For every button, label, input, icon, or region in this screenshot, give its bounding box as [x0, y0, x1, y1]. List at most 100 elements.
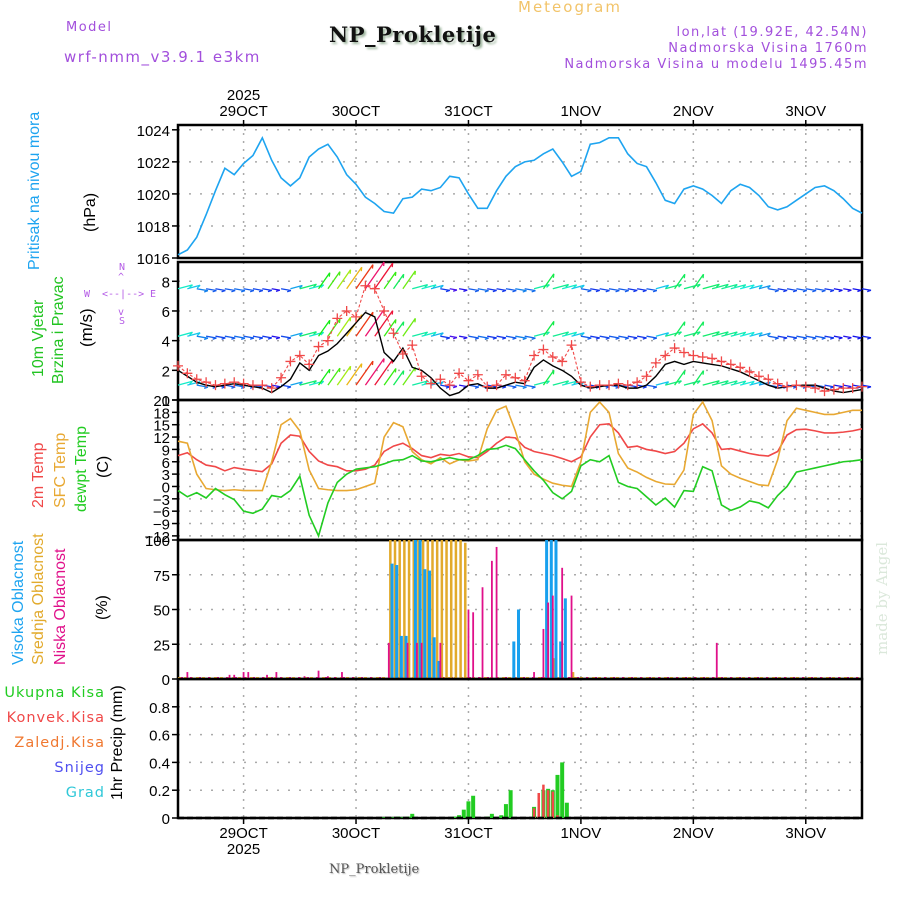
gust-marker: [519, 375, 530, 386]
wind-arrow-head: [320, 331, 325, 336]
series-line-sfc-temp: [177, 400, 862, 492]
wind-arrow-head: [565, 380, 570, 385]
wind-arrow-head: [484, 337, 489, 340]
wind-arrow-head: [267, 337, 272, 340]
wind-arrow: [777, 335, 788, 339]
wind-arrow-head: [724, 331, 729, 336]
y-tick-label: 1022: [137, 155, 170, 172]
gust-marker: [510, 372, 521, 383]
wind-arrow: [571, 332, 585, 337]
x-tick-top-3nov: 3NOV: [785, 103, 826, 120]
y-tick-label: 8: [162, 274, 170, 291]
gust-marker: [360, 280, 371, 291]
series-line-2m-temp: [177, 422, 863, 473]
gust-marker: [613, 378, 624, 389]
wind-arrow-head: [829, 337, 835, 340]
wind-arrow: [655, 284, 669, 290]
y-tick-label: 21: [153, 393, 170, 410]
cloud-bar-visoka-oblacnost: [512, 641, 516, 679]
wind-arrow: [533, 283, 550, 290]
wind-arrow: [674, 321, 686, 337]
wind-arrow-head: [320, 380, 325, 385]
gust-marker: [397, 349, 408, 359]
cloud-bar-niska-oblacnost: [547, 602, 550, 679]
cloud-bar-niska-oblacnost: [715, 642, 718, 679]
wind-arrow-head: [665, 284, 670, 289]
cloud-bar-niska-oblacnost: [495, 546, 498, 679]
gust-marker: [182, 368, 193, 379]
wind-arrow-head: [812, 289, 817, 293]
wind-arrow: [336, 365, 352, 386]
wind-arrow: [458, 335, 468, 339]
wind-arrow-head: [812, 337, 817, 340]
gust-marker: [716, 356, 727, 367]
wind-arrow: [468, 288, 479, 292]
wind-arrow: [355, 264, 374, 290]
wind-arrow: [271, 288, 280, 291]
y-tick-label: 0: [162, 393, 170, 410]
gust-marker: [500, 369, 511, 380]
wind-arrow: [187, 284, 201, 290]
wind-arrow-head: [492, 289, 497, 293]
precip-bar-konvek-kisa: [532, 808, 536, 818]
wind-arrow: [683, 380, 701, 386]
wind-arrow: [815, 288, 826, 292]
wind-arrow: [665, 331, 682, 337]
wind-arrow: [412, 283, 428, 290]
gust-marker: [219, 378, 230, 389]
gust-marker: [416, 371, 427, 382]
wind-arrow-head: [867, 289, 872, 293]
wind-arrow-head: [716, 331, 720, 335]
compass-n: N: [119, 262, 126, 273]
wind-arrow: [702, 283, 720, 290]
wind-arrow: [542, 369, 555, 386]
cloud-bar-srednja-oblacnost: [454, 540, 458, 679]
precip-bar-ukupna-kisa: [564, 802, 569, 818]
cloud-bar-visoka-oblacnost: [427, 570, 431, 679]
gust-marker: [322, 335, 333, 346]
wind-arrow-head: [189, 284, 193, 289]
wind-arrow: [646, 288, 657, 292]
meteogram-label: Meteogram: [518, 0, 622, 16]
x-tick-top-30oct: 30OCT: [332, 103, 380, 120]
gust-marker: [257, 380, 268, 391]
wind-arrow-head: [821, 337, 826, 340]
y-tick-label: 3: [162, 467, 170, 484]
wind-arrow: [702, 331, 720, 337]
gust-marker: [604, 380, 615, 391]
gust-marker: [547, 351, 558, 362]
wind-arrow: [711, 331, 729, 337]
wind-arrow: [215, 288, 226, 292]
wind-arrow-head: [665, 381, 670, 385]
cloud-bar-visoka-oblacnost: [545, 540, 549, 679]
y-tick-label: −12: [145, 529, 170, 546]
wind-arrow: [692, 370, 705, 386]
wind-arrow-head: [474, 337, 480, 340]
x-axis-bottom-year: 2025: [227, 841, 260, 858]
cloud-bar-niska-oblacnost: [533, 672, 535, 679]
wind-arrow-head: [439, 284, 444, 289]
model-label: Model: [66, 20, 113, 35]
wind-arrow-head: [580, 284, 585, 289]
wind-arrow-head: [203, 290, 209, 293]
precip-bar-ukupna-kisa: [461, 809, 466, 818]
wind-arrow: [262, 335, 272, 339]
gust-marker: [585, 381, 596, 392]
cloud-bar-visoka-oblacnost: [549, 540, 553, 679]
wind-arrow: [637, 335, 647, 339]
wind-arrow: [852, 288, 862, 291]
wind-arrow: [392, 321, 405, 337]
gust-marker: [772, 378, 783, 389]
wind-arrow-head: [249, 337, 255, 340]
wind-arrow: [392, 273, 405, 290]
wind-arrow: [430, 284, 444, 290]
wind-arrow: [243, 335, 255, 339]
wind-arrow-head: [231, 289, 236, 293]
wind-arrow-head: [802, 289, 807, 293]
wind-arrow: [627, 335, 638, 339]
wind-arrow: [355, 311, 374, 337]
precip-bar-ukupna-kisa: [499, 815, 504, 818]
wind-arrow: [421, 284, 437, 290]
wind-arrow: [392, 370, 405, 386]
